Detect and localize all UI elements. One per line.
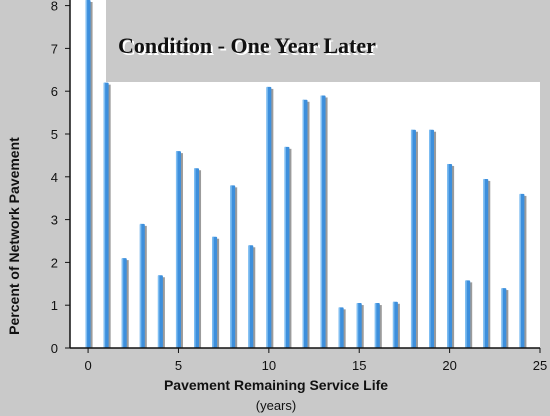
y-tick-label-6: 6 bbox=[51, 84, 58, 99]
bar-0 bbox=[85, 0, 93, 348]
y-tick-label-2: 2 bbox=[51, 255, 58, 270]
bar-highlight bbox=[284, 146, 286, 348]
bar-highlight bbox=[121, 258, 124, 348]
bar-16 bbox=[374, 303, 382, 348]
y-tick-label-5: 5 bbox=[51, 127, 58, 142]
bar-highlight bbox=[501, 288, 503, 348]
bar-highlight bbox=[212, 236, 214, 348]
bar-23 bbox=[501, 288, 509, 348]
bar-highlight bbox=[302, 99, 304, 348]
x-tick-label-20: 20 bbox=[442, 358, 456, 373]
bar-highlight bbox=[356, 303, 359, 348]
bar-3 bbox=[139, 223, 147, 348]
bar-highlight bbox=[157, 275, 160, 348]
bar-highlight bbox=[194, 168, 196, 348]
bar-7 bbox=[212, 236, 220, 348]
bar-highlight bbox=[392, 301, 395, 348]
bar-highlight bbox=[175, 151, 178, 348]
bar-highlight bbox=[320, 95, 323, 348]
title-area: Condition - One Year Later Condition - O… bbox=[106, 0, 550, 82]
x-tick-label-10: 10 bbox=[262, 358, 276, 373]
bar-highlight bbox=[139, 223, 142, 348]
bar-highlight bbox=[519, 193, 521, 348]
bar-13 bbox=[320, 95, 328, 348]
bar-highlight bbox=[266, 86, 268, 349]
bar-14 bbox=[338, 307, 346, 348]
y-tick-label-0: 0 bbox=[51, 341, 58, 356]
bar-highlight bbox=[338, 307, 341, 348]
chart-title: Condition - One Year Later bbox=[118, 33, 376, 58]
bar-6 bbox=[194, 168, 202, 348]
bar-2 bbox=[121, 258, 129, 348]
x-axis-label: Pavement Remaining Service Life bbox=[164, 377, 388, 393]
bar-highlight bbox=[410, 129, 413, 348]
bar-highlight bbox=[85, 0, 88, 348]
bar-highlight bbox=[230, 185, 232, 348]
bar-19 bbox=[429, 129, 437, 348]
bar-1 bbox=[103, 82, 111, 348]
bar-12 bbox=[302, 99, 310, 348]
x-tick-label-0: 0 bbox=[84, 358, 91, 373]
bar-highlight bbox=[103, 82, 106, 348]
bar-21 bbox=[465, 280, 473, 348]
chart-title-shadow: Condition - One Year Later bbox=[120, 35, 378, 60]
y-tick-label-1: 1 bbox=[51, 298, 58, 313]
bar-15 bbox=[356, 303, 364, 348]
y-tick-label-8: 8 bbox=[51, 0, 58, 14]
x-tick-label-25: 25 bbox=[533, 358, 547, 373]
bar-18 bbox=[410, 129, 418, 348]
bar-highlight bbox=[483, 178, 485, 348]
bar-9 bbox=[248, 245, 256, 348]
bar-highlight bbox=[248, 245, 250, 348]
title-box bbox=[106, 0, 550, 82]
y-tick-label-7: 7 bbox=[51, 41, 58, 56]
y-axis-label: Percent of Network Pavement bbox=[6, 137, 22, 335]
y-tick-label-3: 3 bbox=[51, 213, 58, 228]
bar-highlight bbox=[465, 280, 467, 348]
bar-highlight bbox=[429, 129, 431, 348]
bar-highlight bbox=[374, 303, 377, 348]
bar-20 bbox=[447, 163, 455, 348]
bar-4 bbox=[157, 275, 165, 348]
bar-10 bbox=[266, 86, 274, 349]
y-tick-label-4: 4 bbox=[51, 170, 58, 185]
x-tick-label-15: 15 bbox=[352, 358, 366, 373]
axes: 0 1 2 3 4 5 6 7 8 0 5 10 15 20 25 bbox=[51, 0, 547, 373]
bar-17 bbox=[392, 301, 400, 348]
x-tick-label-5: 5 bbox=[175, 358, 182, 373]
bar-highlight bbox=[447, 163, 449, 348]
x-axis-sublabel: (years) bbox=[256, 398, 296, 413]
bar-24 bbox=[519, 193, 527, 348]
bar-22 bbox=[483, 178, 491, 348]
bar-8 bbox=[230, 185, 238, 348]
bar-5 bbox=[175, 151, 183, 348]
bar-11 bbox=[284, 146, 292, 348]
